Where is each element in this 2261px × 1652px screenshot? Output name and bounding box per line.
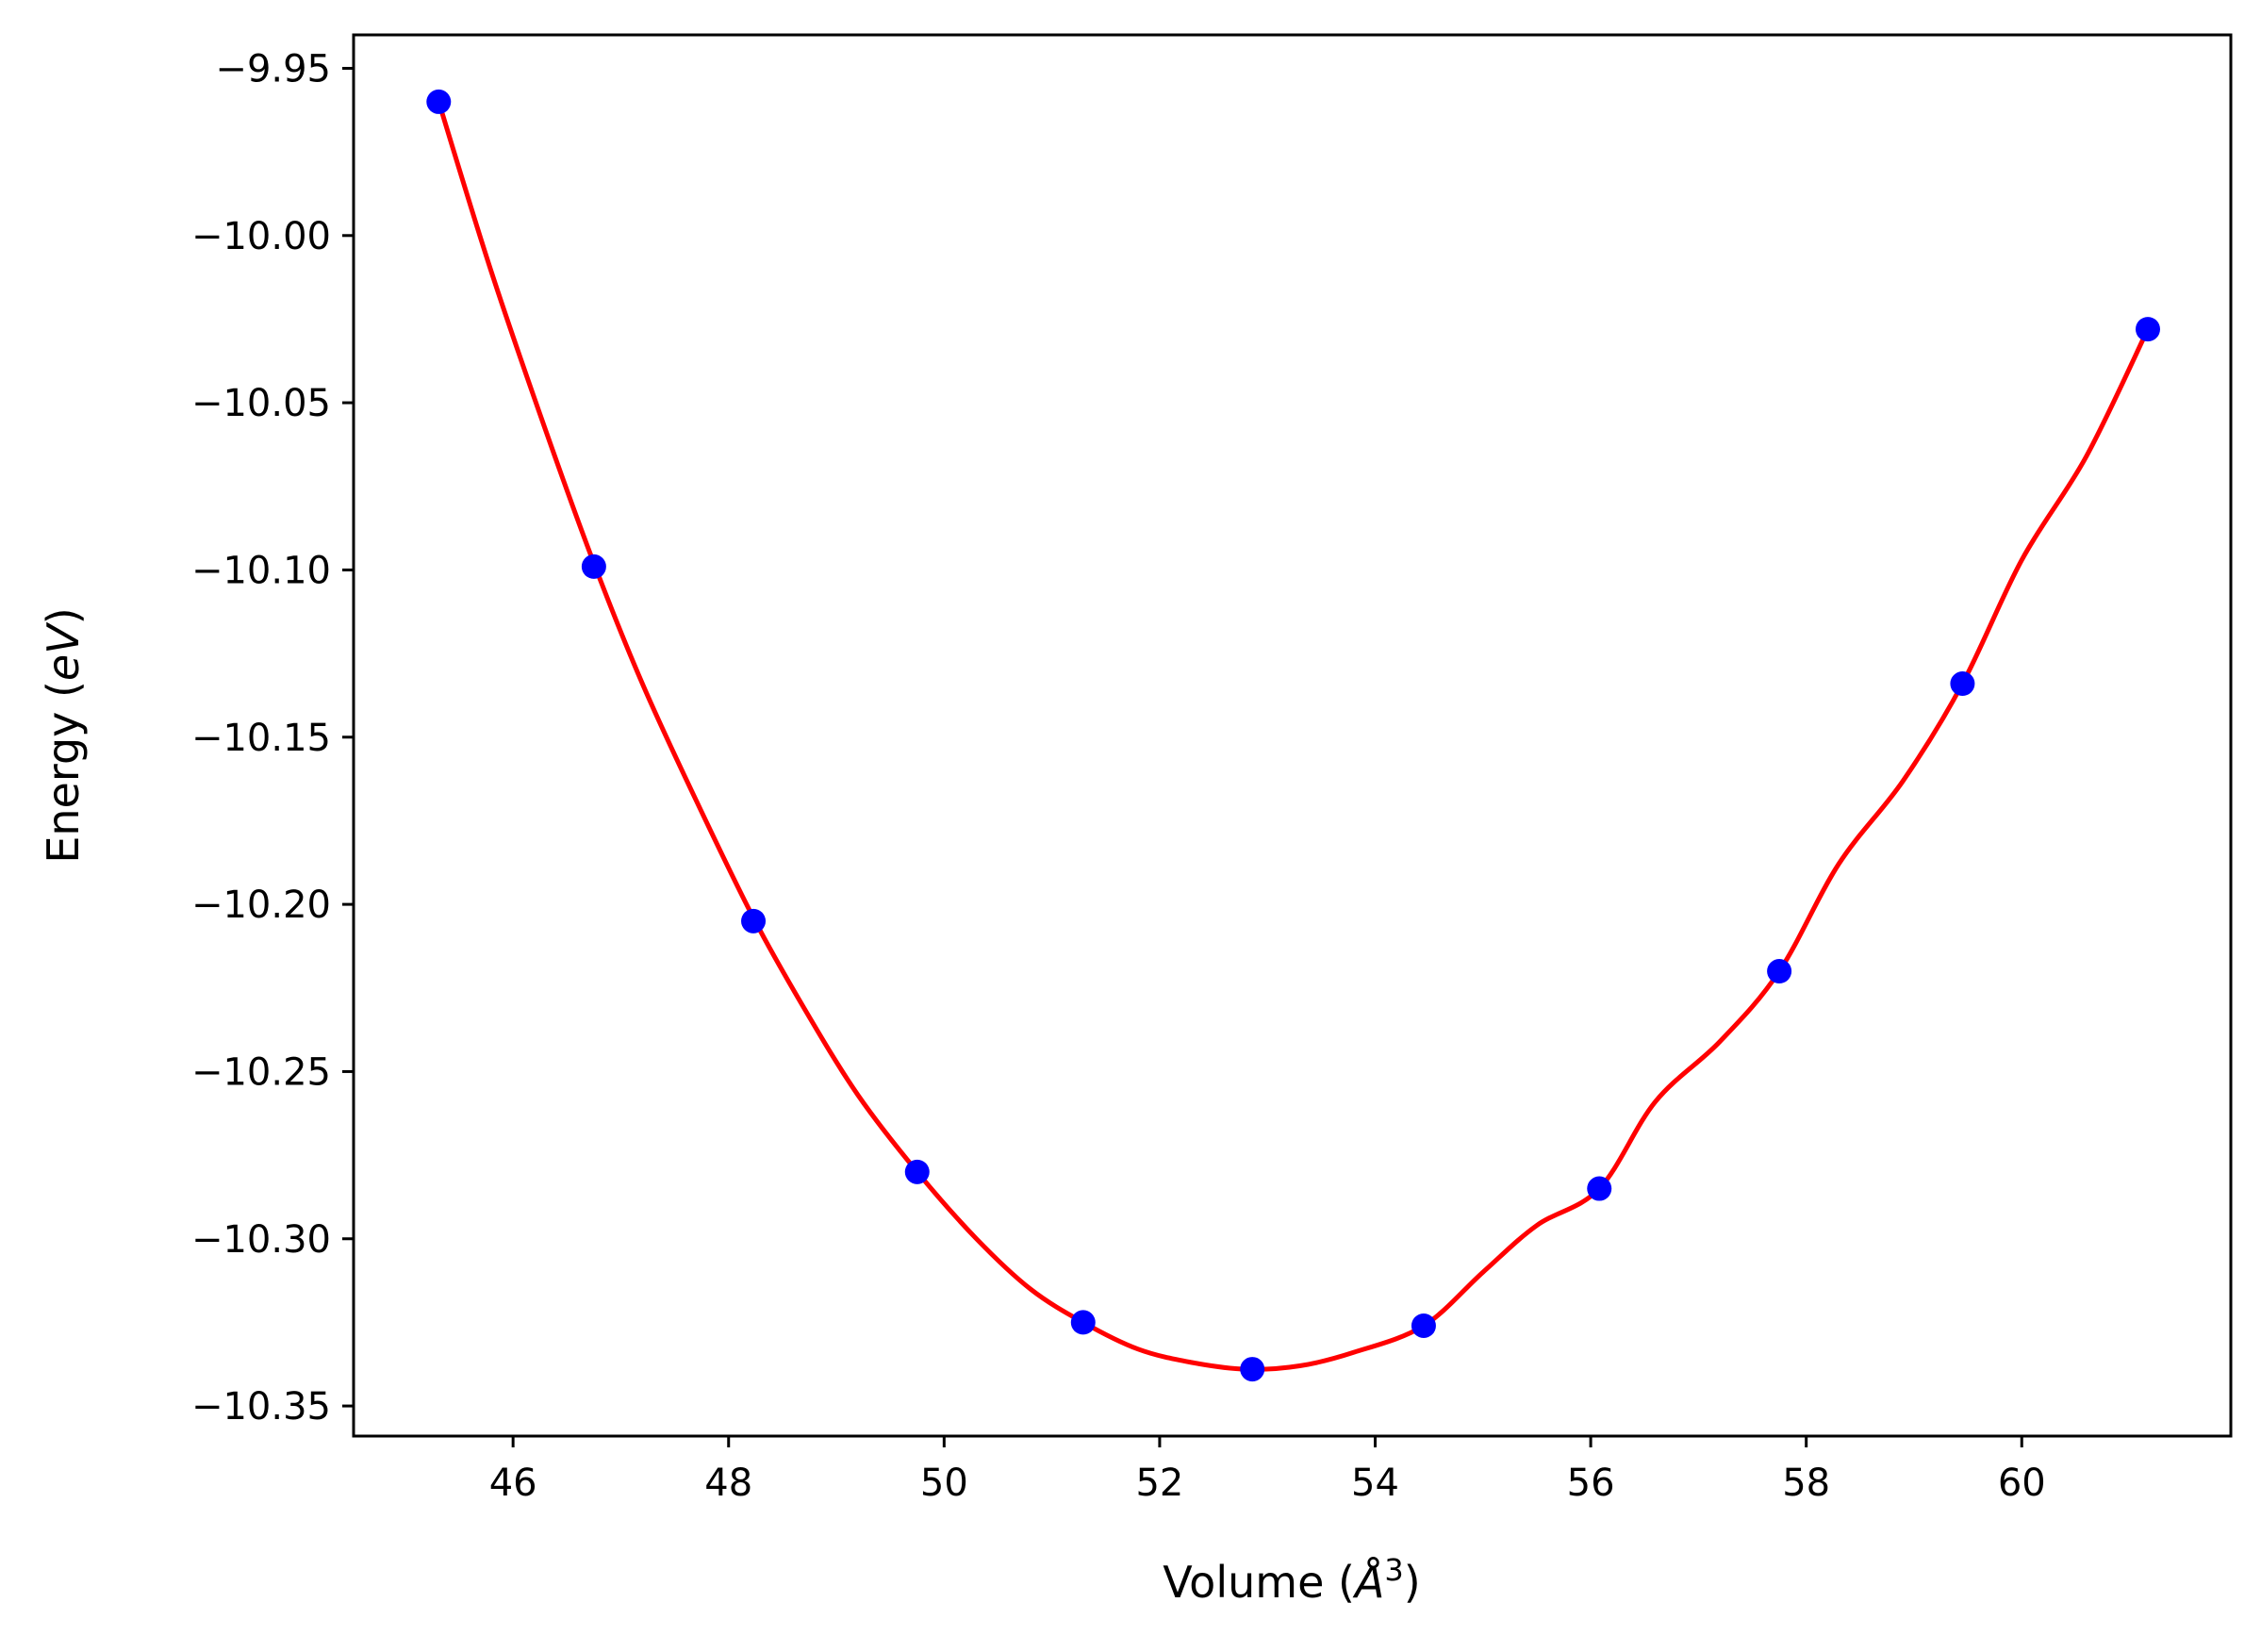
x-tick-label: 60: [1998, 1462, 2046, 1505]
data-point: [2135, 317, 2160, 342]
x-tick-label: 58: [1782, 1462, 1830, 1505]
y-axis-label: Energy (eV): [38, 607, 89, 863]
y-tick-label: −10.00: [191, 215, 331, 258]
x-axis-ticks: 46 48 50 52 54 56 58 60: [489, 1436, 2046, 1505]
data-point: [1411, 1313, 1436, 1338]
y-tick-label: −10.05: [191, 382, 331, 425]
y-tick-label: −10.30: [191, 1218, 331, 1262]
x-tick-label: 46: [489, 1462, 537, 1505]
plot-frame: [352, 33, 2233, 1438]
y-tick-label: −9.95: [215, 47, 331, 91]
x-tick-label: 48: [704, 1462, 752, 1505]
data-point: [1070, 1310, 1096, 1335]
y-tick-label: −10.15: [191, 717, 331, 760]
y-tick-label: −10.10: [191, 549, 331, 592]
data-point: [1587, 1176, 1612, 1201]
y-axis-ticks: −9.95 −10.00 −10.05 −10.10 −10.15 −10.20 −10.2…: [191, 47, 354, 1429]
data-point: [1240, 1357, 1265, 1382]
x-tick-label: 52: [1135, 1462, 1183, 1505]
plot-area: [354, 35, 2231, 1436]
data-point: [904, 1159, 930, 1184]
data-point: [581, 553, 606, 579]
fit-curve-layer: [436, 101, 2151, 1372]
y-tick-label: −10.35: [191, 1385, 331, 1429]
data-point: [741, 908, 767, 933]
x-tick-label: 56: [1567, 1462, 1615, 1505]
data-point: [426, 89, 452, 114]
data-point: [1950, 671, 1975, 697]
x-axis-label: Volume (Å3): [1163, 1552, 1420, 1608]
fit-curve: [436, 101, 2151, 1372]
y-tick-label: −10.25: [191, 1050, 331, 1094]
y-tick-label: −10.20: [191, 884, 331, 927]
x-tick-label: 54: [1351, 1462, 1399, 1505]
data-point: [1767, 959, 1792, 984]
data-points-layer: [426, 89, 2160, 1382]
x-tick-label: 50: [920, 1462, 968, 1505]
